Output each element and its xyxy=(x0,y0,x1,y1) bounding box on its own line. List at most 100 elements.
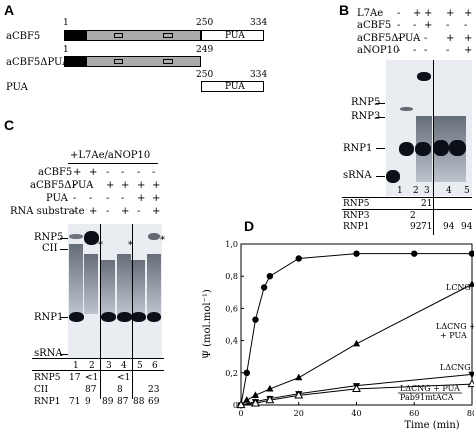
sign-cell: - xyxy=(106,206,110,217)
residue-number: 250 xyxy=(196,70,214,80)
lane-number: 2 xyxy=(413,186,419,196)
table-rule xyxy=(32,358,164,359)
sign-cell: + xyxy=(413,8,422,19)
rnp1-band xyxy=(415,142,431,156)
rnp1-band xyxy=(433,140,449,156)
lane-number: 1 xyxy=(397,186,403,196)
gel-smear xyxy=(69,244,83,314)
sign-cell: + xyxy=(464,8,473,19)
data-point xyxy=(266,273,274,280)
data-point xyxy=(352,339,361,347)
lane-number: 2 xyxy=(89,361,95,371)
data-point xyxy=(467,379,474,388)
sign-cell: - xyxy=(397,20,401,31)
sign-cell: - xyxy=(413,20,417,31)
pua-domain: PUA xyxy=(201,30,264,41)
sign-cell: + xyxy=(106,180,115,191)
table-cell: 71 xyxy=(421,222,433,232)
condition-label: aNOP10 xyxy=(357,45,400,56)
sign-cell: - xyxy=(137,206,141,217)
condition-label: aCBF5ΔPUA xyxy=(30,180,94,191)
sign-cell: - xyxy=(89,180,93,191)
domain-label: PUA xyxy=(225,82,245,92)
gel-smear xyxy=(147,254,161,314)
data-point xyxy=(251,391,260,398)
motif-box xyxy=(114,59,123,64)
sign-cell: - xyxy=(413,33,417,44)
sign-cell: - xyxy=(89,193,93,204)
x-axis-label: Time (min) xyxy=(404,420,459,431)
y-tick-label: 0 xyxy=(233,401,238,410)
band-tick xyxy=(60,238,68,239)
sign-cell: + xyxy=(137,180,146,191)
lane-number: 3 xyxy=(106,361,112,371)
data-point xyxy=(411,250,418,257)
rnp3-band xyxy=(400,107,413,111)
sign-cell: + xyxy=(464,45,473,56)
data-point xyxy=(468,250,474,257)
table-cell: 69 xyxy=(148,397,160,407)
sign-cell: + xyxy=(424,20,433,31)
table-cell: 92 xyxy=(410,222,422,232)
table-row-label: RNP3 xyxy=(343,211,370,221)
band-label: CII xyxy=(42,243,58,254)
sign-cell: - xyxy=(152,167,156,178)
sign-cell: + xyxy=(89,206,98,217)
sign-cell: - xyxy=(137,167,141,178)
lane-number: 6 xyxy=(152,361,158,371)
lane-number: 4 xyxy=(121,361,127,371)
residue-number: 1 xyxy=(63,18,69,28)
sign-cell: - xyxy=(424,33,428,44)
complex-star: * xyxy=(160,235,165,246)
sign-cell: - xyxy=(121,193,125,204)
rnp1-band xyxy=(399,142,414,156)
band-tick xyxy=(60,317,68,318)
data-point xyxy=(265,395,275,404)
kinetics-chart: Ψ (mol.mol⁻¹) Time (min) 0 20 40 60 80 0 0,2 0,… xyxy=(202,240,474,431)
condition-label: aCBF5ΔPUA xyxy=(357,33,421,44)
lane-divider xyxy=(433,60,434,235)
y-tick-label: 0,8 xyxy=(225,272,238,281)
panel-d-letter: D xyxy=(244,218,255,234)
series-line xyxy=(240,373,473,406)
y-tick-label: 0,2 xyxy=(225,369,238,378)
condition-label: aCBF5 xyxy=(357,20,392,31)
srna-band xyxy=(386,170,400,183)
header-rule xyxy=(68,163,158,164)
rnp5-band xyxy=(417,72,431,81)
lane-divider xyxy=(100,224,101,399)
sign-cell: - xyxy=(413,45,417,56)
data-point xyxy=(260,284,268,291)
sign-cell: - xyxy=(106,167,110,178)
table-rule xyxy=(32,370,164,371)
condition-label: RNA substrate xyxy=(10,206,85,217)
condition-label: PUA xyxy=(46,193,68,204)
sign-cell: - xyxy=(73,206,77,217)
data-point xyxy=(295,373,303,381)
residue-number: 249 xyxy=(196,45,214,55)
rnp1-band xyxy=(131,312,146,322)
data-point xyxy=(468,280,474,287)
residue-number: 334 xyxy=(250,18,268,28)
complex-star: * xyxy=(128,240,133,251)
protein-bar-acbf5: PUA xyxy=(64,30,264,41)
table-rule xyxy=(342,197,472,198)
sign-cell: - xyxy=(73,180,77,191)
table-cell: 94 xyxy=(443,222,455,232)
sign-cell: - xyxy=(397,45,401,56)
data-point xyxy=(266,384,274,392)
rnp1-band xyxy=(69,312,84,322)
sign-cell: - xyxy=(464,20,468,31)
panel-c-header: +L7Ae/aNOP10 xyxy=(70,150,151,161)
motif-box xyxy=(163,33,173,38)
data-point xyxy=(243,396,251,403)
series-label: LΔCNG + PUA xyxy=(436,322,474,331)
protein-bar-acbf5-dpua xyxy=(64,56,201,67)
table-row-label: RNP5 xyxy=(34,373,61,383)
rnp1-band xyxy=(101,312,116,322)
lane-number: 5 xyxy=(137,361,143,371)
residue-number: 334 xyxy=(250,70,268,80)
data-point xyxy=(294,390,304,399)
data-point xyxy=(352,383,361,392)
sign-cell: + xyxy=(121,206,130,217)
